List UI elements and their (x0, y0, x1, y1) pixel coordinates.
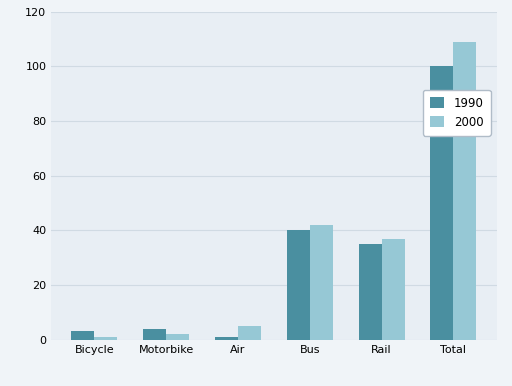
Bar (143, 329, 166, 340)
Bar (431, 66, 454, 340)
Bar (94, 337, 117, 340)
Legend: 1990, 2000: 1990, 2000 (423, 90, 490, 136)
Bar (215, 337, 238, 340)
Bar (72, 332, 94, 340)
Bar (238, 326, 261, 340)
Bar (310, 225, 333, 340)
Bar (287, 230, 310, 340)
Bar (166, 334, 189, 340)
Bar (358, 244, 381, 340)
Bar (381, 239, 404, 340)
Bar (454, 42, 476, 340)
